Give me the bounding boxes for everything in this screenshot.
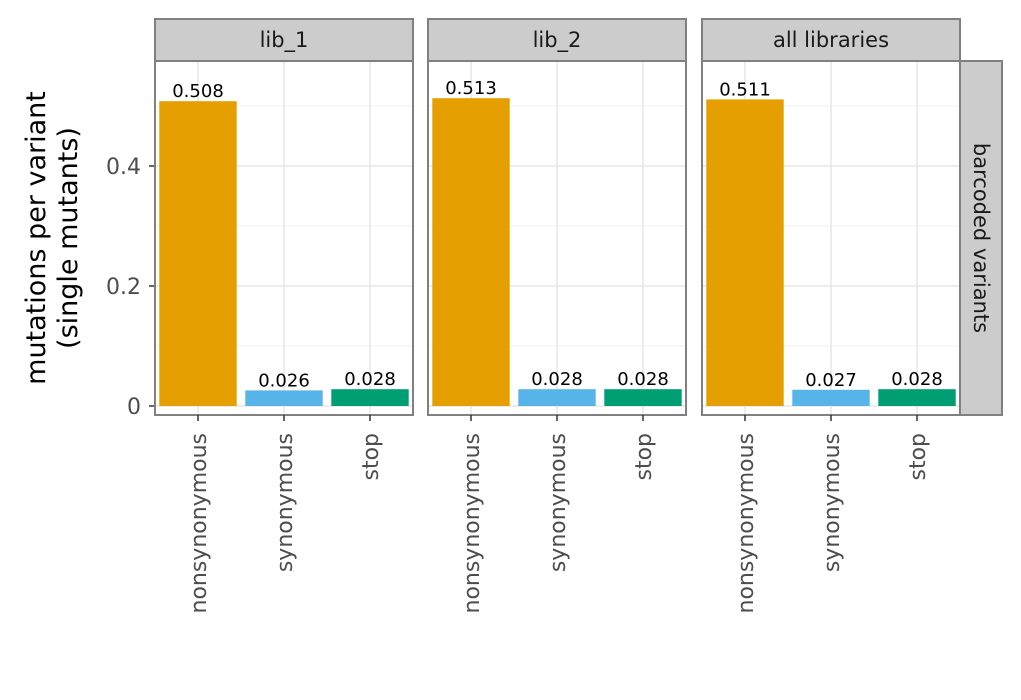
row-facet-strip-label: barcoded variants: [969, 143, 993, 333]
facet-strip: [154, 18, 414, 62]
facet-strip-label: all libraries: [773, 28, 889, 52]
x-tick-label: synonymous: [273, 433, 298, 572]
facet-strip-label: lib_1: [260, 28, 309, 53]
x-tick-label: stop: [906, 433, 931, 481]
y-tick-label: 0: [127, 395, 141, 420]
y-tick-label: 0.2: [106, 275, 141, 300]
bar-synonymous: [518, 389, 596, 406]
bar-stop: [331, 389, 409, 406]
bar-value-label: 0.027: [805, 370, 857, 391]
bar-value-label: 0.026: [258, 370, 310, 391]
x-tick-label: nonsynonymous: [187, 433, 212, 614]
x-tick-label: nonsynonymous: [734, 433, 759, 614]
bar-value-label: 0.511: [719, 79, 771, 100]
bar-value-label: 0.508: [172, 81, 224, 102]
bar-nonsynonymous: [432, 98, 510, 406]
bar-value-label: 0.028: [891, 369, 943, 390]
row-facet-strip: [959, 60, 1003, 416]
bar-value-label: 0.513: [445, 78, 497, 99]
bar-nonsynonymous: [706, 99, 784, 407]
bar-stop: [604, 389, 682, 406]
y-tick-label: 0.4: [106, 155, 141, 180]
y-axis-title-line-2: (single mutants): [53, 127, 84, 349]
y-axis-title-line-1: mutations per variant: [21, 91, 52, 385]
plot-area: 0 0.2 0.4 0.508 0.026 0.028 lib_1 nonsynonymous…: [106, 18, 1003, 614]
x-tick-label: synonymous: [820, 433, 845, 572]
bar-value-label: 0.028: [617, 369, 669, 390]
x-tick-label: stop: [632, 433, 657, 481]
facet-strip: [701, 18, 961, 62]
bar-synonymous: [245, 390, 323, 406]
facet-strip-label: lib_2: [533, 28, 582, 53]
x-tick-label: nonsynonymous: [460, 433, 485, 614]
facet-strip: [427, 18, 687, 62]
bar-stop: [878, 389, 956, 406]
x-tick-label: synonymous: [546, 433, 571, 572]
bar-nonsynonymous: [159, 101, 237, 406]
bar-synonymous: [792, 389, 870, 406]
bar-value-label: 0.028: [531, 369, 583, 390]
x-tick-label: stop: [359, 433, 384, 481]
bar-value-label: 0.028: [344, 369, 396, 390]
